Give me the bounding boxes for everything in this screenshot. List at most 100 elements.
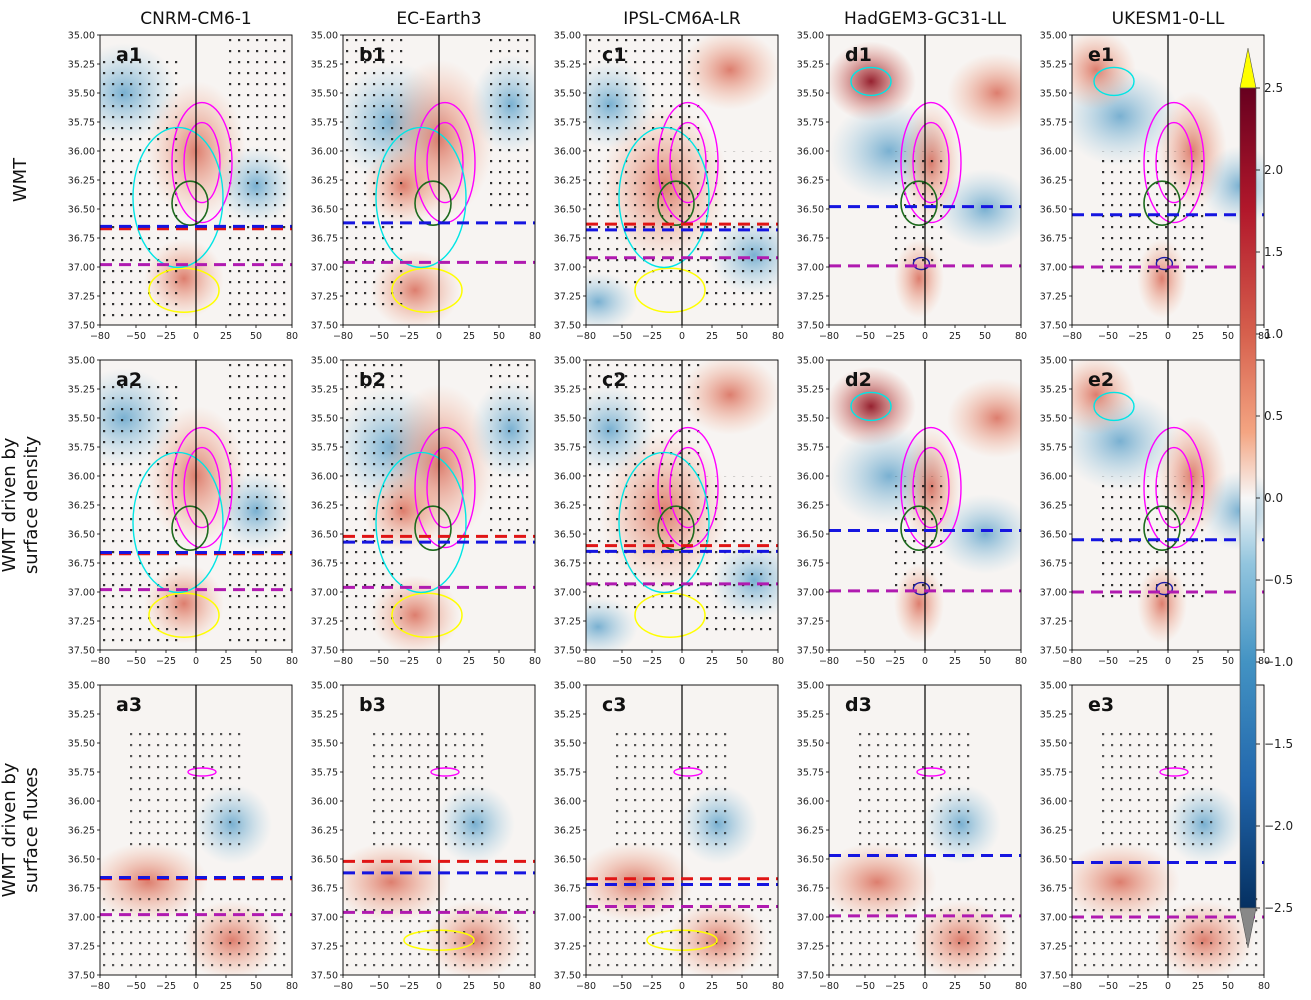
panel: a1 35.00 35.25 35.50 35.75 36.00 36.25 36.50 36.… <box>68 31 298 343</box>
panel-label: b1 <box>359 44 386 66</box>
y-tick-label: 35.25 <box>1040 710 1067 721</box>
y-tick-label: 36.75 <box>311 559 338 570</box>
colorbar-ticks: 2.5 2.0 1.5 1.0 0.5 0.0 −0.5 −1.0 −1.5 −2.0 −2.5 <box>1256 81 1293 915</box>
x-tick-label: −80 <box>333 656 353 667</box>
y-tick-label: 35.25 <box>311 385 338 396</box>
y-tick-label: 35.00 <box>797 681 824 692</box>
blue-contour <box>1155 581 1174 596</box>
x-tick-label: −80 <box>576 981 596 992</box>
y-tick-label: 37.50 <box>311 971 338 982</box>
y-tick-label: 36.25 <box>311 826 338 837</box>
y-tick-label: 36.50 <box>68 530 95 541</box>
x-tick-label: 25 <box>706 656 718 667</box>
x-tick-label: 0 <box>193 981 199 992</box>
y-tick-label: 36.25 <box>797 176 824 187</box>
y-tick-label: 37.50 <box>554 971 581 982</box>
y-tick-label: 36.00 <box>554 147 581 158</box>
x-tick-label: −80 <box>1062 331 1082 342</box>
significance-stippling <box>706 151 778 314</box>
y-tick-label: 36.75 <box>311 884 338 895</box>
y-tick-label: 36.75 <box>68 559 95 570</box>
panel-plot-area <box>829 685 1021 975</box>
panel: d3 35.00 35.25 35.50 35.75 36.00 36.25 36.50 36.… <box>797 681 1027 993</box>
x-tick-label: 25 <box>1192 981 1204 992</box>
heatmap-blob <box>947 53 1021 133</box>
panel: c2 35.00 35.25 35.50 35.75 36.00 36.25 36.50 36.… <box>554 356 784 668</box>
y-tick-label: 37.00 <box>1040 588 1067 599</box>
x-tick-label: −50 <box>1098 331 1118 342</box>
magenta-contour <box>669 446 707 529</box>
panel-plot-area <box>586 35 778 325</box>
x-tick-label: 50 <box>493 331 505 342</box>
y-tick-label: 35.75 <box>554 768 581 779</box>
y-tick-label: 36.00 <box>1040 797 1067 808</box>
y-tick-label: 36.00 <box>1040 147 1067 158</box>
row-title: WMT driven by <box>0 762 20 897</box>
x-tick-label: 0 <box>922 981 928 992</box>
y-tick-label: 37.50 <box>68 321 95 332</box>
x-tick-label: −50 <box>855 656 875 667</box>
panel-plot-area <box>586 685 778 975</box>
yellow-contour <box>391 267 463 313</box>
y-tick-label: 35.50 <box>554 739 581 750</box>
yellow-contour <box>634 267 706 313</box>
y-tick-label: 36.75 <box>797 234 824 245</box>
x-tick-label: 50 <box>493 981 505 992</box>
x-tick-label: 80 <box>1015 656 1027 667</box>
y-tick-label: 37.50 <box>554 321 581 332</box>
green-contour <box>1143 180 1181 226</box>
magenta-contour <box>916 767 946 777</box>
y-tick-label: 37.50 <box>1040 646 1067 657</box>
y-tick-label: 37.00 <box>311 588 338 599</box>
x-tick-label: −50 <box>612 331 632 342</box>
y-tick-label: 35.25 <box>311 710 338 721</box>
significance-stippling <box>1096 731 1216 848</box>
y-tick-label: 35.50 <box>68 739 95 750</box>
colorbar-tick-label: −0.5 <box>1264 573 1293 587</box>
x-tick-label: 80 <box>1258 981 1270 992</box>
significance-stippling <box>226 35 292 325</box>
x-tick-label: 25 <box>220 331 232 342</box>
blue-contour <box>912 256 931 271</box>
panel-label: c2 <box>602 369 626 391</box>
x-tick-label: 25 <box>220 981 232 992</box>
x-tick-label: −25 <box>399 331 419 342</box>
x-tick-label: 0 <box>193 331 199 342</box>
magenta-contour <box>171 101 233 224</box>
panel: b2 35.00 35.25 35.50 35.75 36.00 36.25 36.50 36.… <box>311 356 541 668</box>
x-tick-label: −50 <box>126 331 146 342</box>
heatmap-blob <box>947 378 1021 458</box>
y-tick-label: 37.00 <box>1040 913 1067 924</box>
y-tick-label: 35.75 <box>311 118 338 129</box>
y-tick-label: 37.50 <box>1040 971 1067 982</box>
panel-plot-area <box>1072 685 1264 975</box>
x-tick-label: −80 <box>576 656 596 667</box>
y-tick-label: 36.50 <box>554 530 581 541</box>
panel-label: e3 <box>1088 694 1114 716</box>
y-tick-label: 35.50 <box>311 739 338 750</box>
significance-stippling <box>100 383 184 650</box>
panel: a3 35.00 35.25 35.50 35.75 36.00 36.25 36.50 36.… <box>68 681 298 993</box>
x-tick-label: 80 <box>1258 331 1270 342</box>
y-tick-label: 35.50 <box>554 89 581 100</box>
x-tick-label: 80 <box>529 656 541 667</box>
y-tick-label: 36.00 <box>311 797 338 808</box>
colorbar-tick-label: 2.0 <box>1264 163 1283 177</box>
y-tick-label: 35.50 <box>1040 414 1067 425</box>
green-contour <box>171 505 209 551</box>
y-tick-label: 36.25 <box>311 176 338 187</box>
panel-plot-area <box>343 35 535 325</box>
y-tick-label: 37.25 <box>554 942 581 953</box>
y-tick-label: 36.50 <box>68 205 95 216</box>
y-tick-label: 35.00 <box>554 31 581 42</box>
y-tick-label: 35.00 <box>68 356 95 367</box>
y-tick-label: 36.25 <box>1040 826 1067 837</box>
panel-label: a2 <box>116 369 142 391</box>
panel-plot-area <box>100 35 292 325</box>
x-tick-label: −80 <box>333 331 353 342</box>
y-tick-label: 35.00 <box>1040 356 1067 367</box>
y-tick-label: 35.50 <box>554 414 581 425</box>
cyan-contour <box>132 126 224 269</box>
y-tick-label: 35.75 <box>1040 118 1067 129</box>
x-tick-label: 25 <box>463 656 475 667</box>
